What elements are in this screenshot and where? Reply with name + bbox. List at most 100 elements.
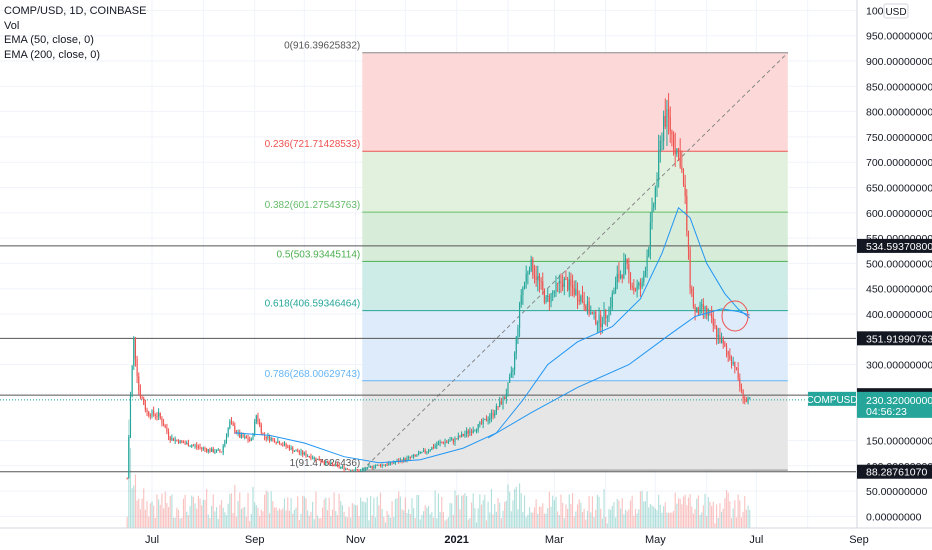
- volume-bar: [603, 489, 605, 528]
- volume-bar: [181, 517, 183, 528]
- volume-bar: [288, 510, 291, 528]
- volume-bar: [151, 501, 153, 528]
- volume-bar: [520, 493, 522, 528]
- candle-body: [515, 336, 517, 354]
- candle-body: [365, 469, 367, 471]
- volume-bar: [623, 514, 625, 528]
- price-tick-label: 900.00000000: [866, 56, 932, 68]
- candle-body: [422, 450, 425, 452]
- circle-annotation[interactable]: [721, 300, 749, 332]
- volume-bar: [202, 499, 204, 528]
- candle-body: [316, 458, 319, 460]
- volume-bar: [730, 518, 733, 528]
- candle-body: [376, 464, 378, 466]
- volume-bar: [679, 498, 681, 528]
- volume-bar: [588, 496, 590, 528]
- candle-body: [459, 435, 461, 437]
- volume-bar: [239, 492, 241, 528]
- candle-body: [456, 438, 458, 440]
- currency-badge[interactable]: [883, 3, 909, 19]
- volume-bar: [482, 500, 484, 528]
- volume-bar: [297, 496, 299, 528]
- volume-bar: [689, 494, 691, 528]
- volume-bar: [696, 498, 698, 528]
- legend-volume[interactable]: Vol: [4, 19, 20, 32]
- candle-body: [194, 445, 196, 447]
- candle-body: [409, 456, 411, 458]
- volume-bar: [358, 515, 360, 528]
- candle-body: [242, 434, 244, 438]
- candle-body: [355, 469, 357, 471]
- volume-bar: [148, 516, 150, 528]
- volume-bar: [219, 504, 221, 528]
- candle-body: [136, 359, 138, 377]
- legend-ema50[interactable]: EMA (50, close, 0): [4, 34, 94, 46]
- candle-body: [154, 414, 156, 416]
- legend-ema200[interactable]: EMA (200, close, 0): [4, 48, 100, 61]
- volume-bar: [406, 513, 408, 528]
- volume-bar: [201, 505, 203, 528]
- price-tick-label: 600.00000000: [866, 208, 932, 220]
- volume-bar: [706, 516, 708, 528]
- candle-body: [601, 324, 603, 328]
- volume-bar: [631, 495, 633, 528]
- volume-bar: [179, 518, 181, 528]
- volume-bar: [562, 502, 564, 528]
- volume-bar: [229, 494, 231, 528]
- candle-body: [618, 273, 620, 279]
- candle-body: [532, 259, 534, 276]
- candle-body: [361, 469, 363, 471]
- candle-body: [682, 170, 685, 185]
- volume-bar: [214, 511, 216, 528]
- candle-body: [338, 465, 340, 468]
- candle-body: [177, 440, 180, 444]
- candle-body: [126, 478, 128, 480]
- candle-body: [388, 463, 390, 466]
- volume-bar: [646, 491, 648, 528]
- volume-bar: [192, 496, 194, 528]
- volume-bar: [567, 508, 569, 528]
- time-tick-label: Jul: [749, 534, 763, 546]
- candle-body: [467, 431, 469, 434]
- volume-bar: [272, 501, 274, 528]
- candle-body: [742, 389, 744, 399]
- fib-trend-line[interactable]: [361, 52, 789, 471]
- candle-body: [224, 440, 226, 447]
- horizontal-lines[interactable]: [0, 245, 856, 473]
- volume-bar: [254, 502, 256, 528]
- volume-bar: [671, 512, 673, 528]
- volume-bar: [487, 501, 489, 528]
- candle-body: [479, 422, 481, 425]
- candle-body: [335, 464, 337, 466]
- candle-body: [146, 409, 148, 413]
- candle-body: [444, 442, 446, 444]
- candle-body: [706, 307, 708, 316]
- candle-body: [206, 449, 208, 452]
- candle-body: [250, 438, 252, 441]
- volume-bar: [376, 496, 378, 528]
- candle-body: [212, 448, 214, 453]
- volume-bar: [280, 510, 282, 528]
- volume-bar: [379, 492, 382, 528]
- volume-bar: [343, 511, 345, 528]
- candle-body: [724, 343, 726, 347]
- volume-bar: [384, 522, 387, 528]
- candle-body: [436, 445, 438, 447]
- chart-legend: COMP/USD, 1D, COINBASE Vol EMA (50, clos…: [4, 4, 146, 62]
- volume-bar: [598, 496, 600, 528]
- volume-bar: [422, 511, 425, 528]
- candle-body: [225, 436, 228, 441]
- candle-body: [356, 469, 358, 471]
- candle-body: [179, 440, 181, 444]
- candle-body: [505, 393, 507, 399]
- volume-bar: [277, 510, 279, 528]
- candle-body: [128, 436, 130, 479]
- legend-title[interactable]: COMP/USD, 1D, COINBASE: [4, 5, 147, 17]
- volume-bar: [451, 503, 453, 528]
- fibonacci-retracement[interactable]: 0(916.39625832) 0.236(721.71428533) 0.382(…: [265, 41, 789, 471]
- candle-body: [323, 462, 325, 464]
- candle-body: [502, 397, 504, 405]
- volume-bar: [687, 497, 690, 528]
- volume-bar: [576, 504, 579, 528]
